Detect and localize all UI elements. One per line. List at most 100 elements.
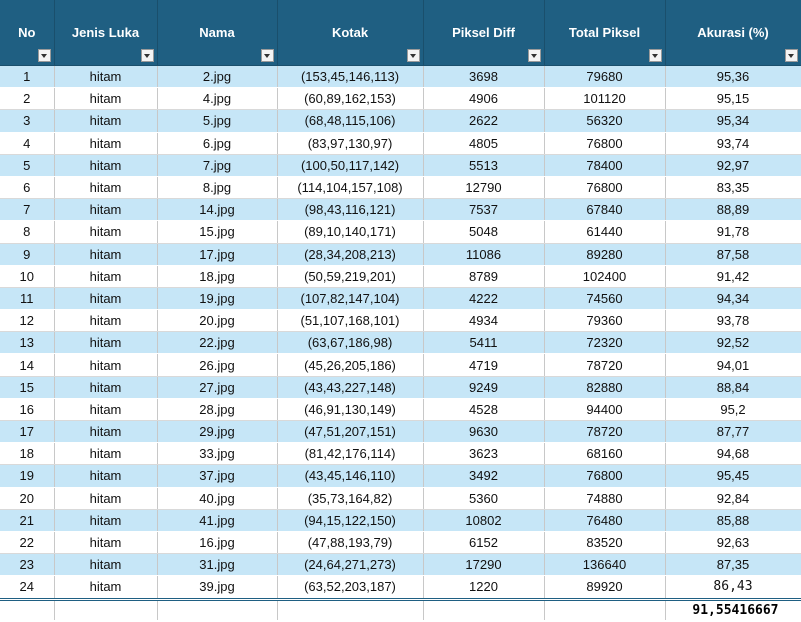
cell-nama[interactable]: 20.jpg [157, 309, 278, 333]
cell-jenis-luka[interactable]: hitam [54, 132, 158, 155]
cell-no[interactable]: 15 [0, 376, 55, 399]
cell-nama[interactable]: 17.jpg [157, 243, 278, 266]
cell-nama[interactable]: 2.jpg [157, 65, 278, 89]
cell-piksel-diff[interactable]: 10802 [423, 509, 545, 532]
cell-piksel-diff[interactable]: 2622 [423, 109, 545, 133]
cell-piksel-diff[interactable]: 5411 [423, 331, 545, 355]
cell-akurasi[interactable]: 87,77 [665, 420, 801, 444]
cell-nama[interactable]: 15.jpg [157, 220, 278, 244]
cell-jenis-luka[interactable]: hitam [54, 553, 158, 577]
cell-nama[interactable]: 41.jpg [157, 509, 278, 532]
cell-jenis-luka[interactable]: hitam [54, 442, 158, 466]
filter-dropdown-button[interactable] [37, 49, 51, 62]
column-header-jenis-luka[interactable]: Jenis Luka [54, 0, 158, 66]
cell-total-piksel[interactable]: 101120 [544, 87, 666, 111]
cell-no[interactable]: 20 [0, 487, 55, 510]
filter-dropdown-button[interactable] [648, 49, 662, 62]
cell-total-piksel[interactable]: 76800 [544, 176, 666, 200]
cell-piksel-diff[interactable]: 12790 [423, 176, 545, 200]
cell-nama[interactable]: 19.jpg [157, 287, 278, 311]
cell-nama[interactable]: 33.jpg [157, 442, 278, 466]
cell-total-piksel[interactable]: 89280 [544, 243, 666, 266]
cell-piksel-diff[interactable]: 1220 [423, 575, 545, 600]
cell-kotak[interactable]: (28,34,208,213) [277, 243, 424, 266]
filter-dropdown-button[interactable] [527, 49, 541, 62]
table-cell[interactable] [0, 597, 55, 620]
cell-akurasi[interactable]: 94,34 [665, 287, 801, 311]
cell-total-piksel[interactable]: 68160 [544, 442, 666, 466]
cell-total-piksel[interactable]: 79680 [544, 65, 666, 89]
filter-dropdown-button[interactable] [140, 49, 154, 62]
cell-no[interactable]: 16 [0, 398, 55, 422]
table-cell[interactable] [54, 597, 158, 620]
column-header-kotak[interactable]: Kotak [277, 0, 424, 66]
cell-akurasi[interactable]: 88,84 [665, 376, 801, 399]
cell-piksel-diff[interactable]: 4222 [423, 287, 545, 311]
cell-no[interactable]: 14 [0, 353, 55, 377]
cell-no[interactable]: 13 [0, 331, 55, 355]
cell-nama[interactable]: 31.jpg [157, 553, 278, 577]
cell-jenis-luka[interactable]: hitam [54, 109, 158, 133]
cell-akurasi[interactable]: 94,01 [665, 353, 801, 377]
cell-no[interactable]: 8 [0, 220, 55, 244]
cell-nama[interactable]: 27.jpg [157, 376, 278, 399]
cell-total-piksel[interactable]: 78400 [544, 154, 666, 177]
cell-nama[interactable]: 18.jpg [157, 265, 278, 288]
cell-total-piksel[interactable]: 61440 [544, 220, 666, 244]
cell-kotak[interactable]: (43,43,227,148) [277, 376, 424, 399]
cell-akurasi[interactable]: 95,2 [665, 398, 801, 422]
cell-akurasi[interactable]: 83,35 [665, 176, 801, 200]
cell-piksel-diff[interactable]: 5360 [423, 487, 545, 510]
cell-nama[interactable]: 7.jpg [157, 154, 278, 177]
cell-no[interactable]: 10 [0, 265, 55, 288]
table-cell[interactable] [423, 597, 545, 620]
cell-jenis-luka[interactable]: hitam [54, 176, 158, 200]
cell-total-piksel[interactable]: 76480 [544, 509, 666, 532]
cell-jenis-luka[interactable]: hitam [54, 353, 158, 377]
cell-piksel-diff[interactable]: 5048 [423, 220, 545, 244]
cell-piksel-diff[interactable]: 4528 [423, 398, 545, 422]
table-cell[interactable] [157, 597, 278, 620]
cell-total-piksel[interactable]: 56320 [544, 109, 666, 133]
cell-kotak[interactable]: (24,64,271,273) [277, 553, 424, 577]
cell-nama[interactable]: 8.jpg [157, 176, 278, 200]
cell-kotak[interactable]: (100,50,117,142) [277, 154, 424, 177]
cell-akurasi[interactable]: 93,78 [665, 309, 801, 333]
cell-akurasi[interactable]: 91,78 [665, 220, 801, 244]
cell-no[interactable]: 3 [0, 109, 55, 133]
cell-total-piksel[interactable]: 102400 [544, 265, 666, 288]
cell-kotak[interactable]: (50,59,219,201) [277, 265, 424, 288]
cell-jenis-luka[interactable]: hitam [54, 154, 158, 177]
cell-akurasi[interactable]: 91,42 [665, 265, 801, 288]
cell-jenis-luka[interactable]: hitam [54, 420, 158, 444]
cell-total-piksel[interactable]: 76800 [544, 464, 666, 488]
cell-jenis-luka[interactable]: hitam [54, 575, 158, 600]
cell-piksel-diff[interactable]: 6152 [423, 531, 545, 555]
cell-kotak[interactable]: (68,48,115,106) [277, 109, 424, 133]
column-header-akurasi[interactable]: Akurasi (%) [665, 0, 801, 66]
cell-akurasi[interactable]: 92,84 [665, 487, 801, 510]
cell-akurasi[interactable]: 95,15 [665, 87, 801, 111]
cell-kotak[interactable]: (107,82,147,104) [277, 287, 424, 311]
cell-nama[interactable]: 39.jpg [157, 575, 278, 600]
cell-nama[interactable]: 22.jpg [157, 331, 278, 355]
cell-total-piksel[interactable]: 74560 [544, 287, 666, 311]
cell-total-piksel[interactable]: 72320 [544, 331, 666, 355]
cell-no[interactable]: 18 [0, 442, 55, 466]
cell-piksel-diff[interactable]: 3698 [423, 65, 545, 89]
cell-no[interactable]: 9 [0, 243, 55, 266]
cell-total-piksel[interactable]: 78720 [544, 420, 666, 444]
cell-no[interactable]: 12 [0, 309, 55, 333]
cell-piksel-diff[interactable]: 4719 [423, 353, 545, 377]
cell-kotak[interactable]: (83,97,130,97) [277, 132, 424, 155]
cell-nama[interactable]: 16.jpg [157, 531, 278, 555]
cell-piksel-diff[interactable]: 17290 [423, 553, 545, 577]
column-header-nama[interactable]: Nama [157, 0, 278, 66]
cell-jenis-luka[interactable]: hitam [54, 198, 158, 222]
cell-akurasi[interactable]: 87,35 [665, 553, 801, 577]
cell-total-piksel[interactable]: 89920 [544, 575, 666, 600]
filter-dropdown-button[interactable] [784, 49, 798, 62]
cell-no[interactable]: 2 [0, 87, 55, 111]
cell-jenis-luka[interactable]: hitam [54, 376, 158, 399]
cell-akurasi[interactable]: 95,34 [665, 109, 801, 133]
